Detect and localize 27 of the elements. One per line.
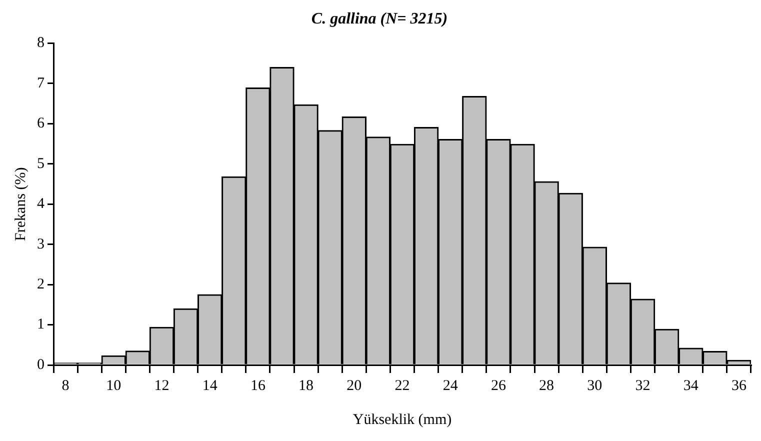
y-tick-label: 7 bbox=[37, 75, 45, 92]
x-tick-label: 18 bbox=[298, 378, 314, 394]
y-tick-label: 3 bbox=[37, 236, 44, 252]
chart-title: C. gallina (N= 3215) bbox=[311, 10, 448, 28]
x-tick-label: 30 bbox=[587, 378, 602, 394]
x-tick-label: 36 bbox=[731, 378, 747, 394]
x-tick-label: 22 bbox=[394, 378, 410, 394]
x-tick-label: 26 bbox=[490, 378, 506, 394]
y-tick-label: 4 bbox=[37, 196, 45, 212]
x-tick-label: 8 bbox=[62, 378, 70, 394]
x-tick-label: 34 bbox=[683, 378, 699, 394]
y-tick-label: 6 bbox=[37, 116, 45, 132]
y-tick-label: 5 bbox=[37, 156, 44, 172]
x-tick-label: 32 bbox=[635, 378, 650, 394]
x-tick-label: 12 bbox=[154, 378, 170, 394]
y-tick-label: 1 bbox=[37, 316, 44, 333]
x-tick-label: 14 bbox=[202, 378, 218, 394]
y-tick-label: 0 bbox=[37, 356, 44, 373]
x-tick-label: 24 bbox=[442, 378, 458, 394]
x-tick-label: 28 bbox=[539, 378, 554, 394]
y-axis-title: Frekans (%) bbox=[12, 167, 29, 241]
x-tick-label: 20 bbox=[346, 378, 362, 394]
x-tick-label: 10 bbox=[106, 378, 122, 394]
x-axis-title: Yükseklik (mm) bbox=[352, 412, 452, 428]
y-tick-label: 2 bbox=[37, 276, 44, 292]
y-tick-label: 8 bbox=[37, 35, 44, 52]
x-tick-label: 16 bbox=[250, 378, 266, 394]
